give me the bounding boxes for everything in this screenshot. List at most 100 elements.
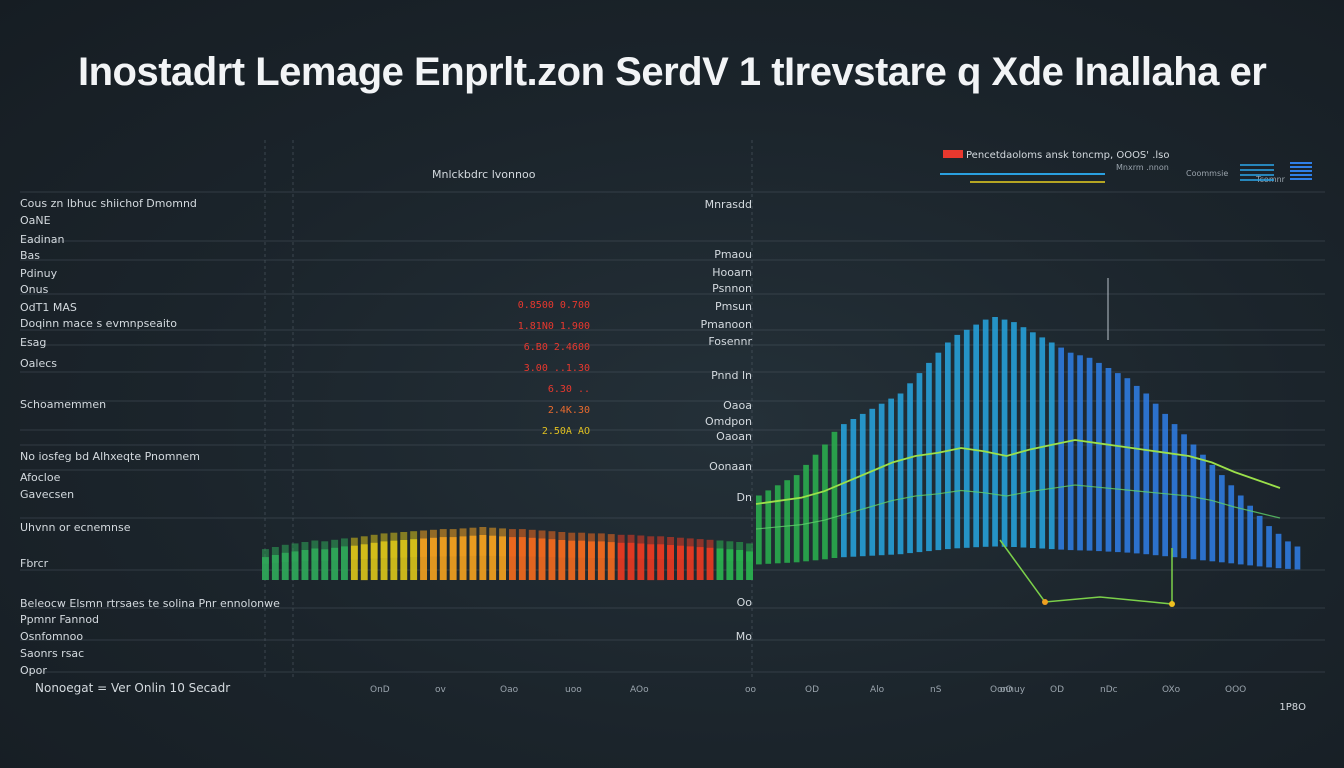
bar bbox=[1162, 413, 1168, 557]
value-label: 6.30 .. bbox=[548, 384, 590, 395]
bar bbox=[1209, 464, 1216, 562]
mid-label: Oo bbox=[737, 596, 753, 609]
bar bbox=[400, 540, 408, 580]
bar bbox=[726, 541, 734, 561]
bar bbox=[1143, 393, 1150, 555]
bar bbox=[479, 535, 487, 580]
x-tick: ov bbox=[435, 685, 447, 695]
bar bbox=[400, 532, 408, 558]
bar bbox=[637, 543, 645, 580]
bar bbox=[963, 329, 970, 548]
bar bbox=[1067, 352, 1074, 551]
bar bbox=[271, 547, 279, 563]
bar bbox=[489, 535, 497, 580]
bar bbox=[469, 527, 477, 556]
bar bbox=[954, 334, 961, 549]
bar bbox=[301, 542, 309, 562]
legend-swatch bbox=[1240, 169, 1274, 171]
mid-label: Pmanoon bbox=[701, 318, 753, 331]
bar bbox=[850, 419, 857, 557]
bar bbox=[657, 544, 665, 581]
mid-label: Oaoa bbox=[723, 399, 752, 412]
left-label: Esag bbox=[20, 336, 46, 349]
value-label: 2.4K.30 bbox=[548, 405, 590, 416]
bar bbox=[1077, 355, 1083, 551]
left-label: Uhvnn or ecnemnse bbox=[20, 521, 131, 534]
bar bbox=[281, 552, 289, 580]
bar bbox=[627, 542, 635, 580]
mid-label: Omdpon bbox=[705, 415, 752, 428]
bar bbox=[558, 540, 566, 580]
bar bbox=[859, 413, 866, 557]
bar bbox=[262, 557, 269, 580]
left-label: Cous zn lbhuc shiichof Dmomnd bbox=[20, 197, 197, 210]
x-tick: AOo bbox=[630, 685, 649, 695]
bar bbox=[321, 549, 329, 580]
value-label: 3.00 ..1.30 bbox=[524, 363, 590, 374]
bar bbox=[992, 317, 998, 547]
x-axis-ticks: Nonoegat = Ver Onlin 10 Secadr OnD ov Oao uo… bbox=[35, 681, 1306, 713]
bar bbox=[756, 495, 762, 565]
bar bbox=[617, 534, 625, 559]
mid-label: Dn bbox=[737, 491, 752, 504]
bar bbox=[1237, 495, 1244, 565]
bar bbox=[548, 539, 556, 580]
bar bbox=[1219, 475, 1225, 563]
bar bbox=[647, 536, 655, 560]
bar bbox=[667, 537, 674, 560]
bar bbox=[370, 542, 378, 580]
bar bbox=[518, 537, 526, 580]
bar bbox=[380, 541, 388, 580]
bar bbox=[341, 538, 348, 560]
red-labels: 0.8500 0.700 1.81N0 1.900 6.B0 2.4600 3.00 … bbox=[518, 300, 590, 437]
bar bbox=[449, 529, 457, 557]
legend-swatch bbox=[1240, 164, 1274, 166]
left-label: Saonrs rsac bbox=[20, 647, 84, 660]
x-tick: OD bbox=[805, 685, 819, 695]
x-tick: Oonnuy bbox=[990, 685, 1026, 695]
bar bbox=[459, 536, 467, 580]
bar bbox=[1124, 378, 1131, 553]
x-tick: uoo bbox=[565, 685, 582, 695]
left-label: Oalecs bbox=[20, 357, 57, 370]
bar bbox=[677, 537, 684, 560]
mid-label: Oaoan bbox=[716, 430, 752, 443]
bar bbox=[897, 393, 904, 555]
mid-label: Pnnd ln bbox=[711, 369, 752, 382]
bar bbox=[420, 538, 427, 580]
bar bbox=[1105, 368, 1112, 552]
mid-label: Mnrasdd bbox=[705, 198, 752, 211]
bar bbox=[736, 542, 744, 562]
bar bbox=[459, 528, 467, 557]
bar bbox=[973, 324, 979, 548]
bar bbox=[1275, 533, 1282, 569]
x-tick: Oao bbox=[500, 685, 519, 695]
legend-swatch bbox=[1290, 174, 1312, 176]
bar bbox=[390, 532, 398, 558]
left-label: Onus bbox=[20, 283, 49, 296]
bar bbox=[1181, 434, 1187, 559]
legend-swatch bbox=[1240, 174, 1274, 176]
bar bbox=[578, 532, 586, 558]
bar bbox=[597, 533, 605, 558]
bar bbox=[1190, 444, 1197, 560]
x-tick: nDc bbox=[1100, 685, 1118, 695]
x-tick: nS bbox=[930, 685, 942, 695]
bar bbox=[869, 408, 876, 556]
bar bbox=[360, 536, 368, 560]
left-label: Osnfomnoo bbox=[20, 630, 83, 643]
trend-point bbox=[1042, 599, 1048, 605]
bar bbox=[667, 545, 674, 580]
bar bbox=[726, 549, 734, 580]
bar bbox=[479, 527, 487, 556]
bar bbox=[360, 544, 368, 581]
bar bbox=[916, 373, 923, 553]
bar bbox=[1086, 357, 1093, 551]
left-labels: Cous zn lbhuc shiichof Dmomnd OaNE Eadinan… bbox=[20, 197, 280, 677]
legend: Pencetdaoloms ansk toncmp, OOOS' .lso Mnx… bbox=[940, 150, 1312, 184]
left-label: Schoamemmen bbox=[20, 398, 106, 411]
bar bbox=[1247, 505, 1253, 566]
value-label: 2.50A AO bbox=[542, 426, 590, 437]
bar bbox=[1133, 385, 1140, 554]
